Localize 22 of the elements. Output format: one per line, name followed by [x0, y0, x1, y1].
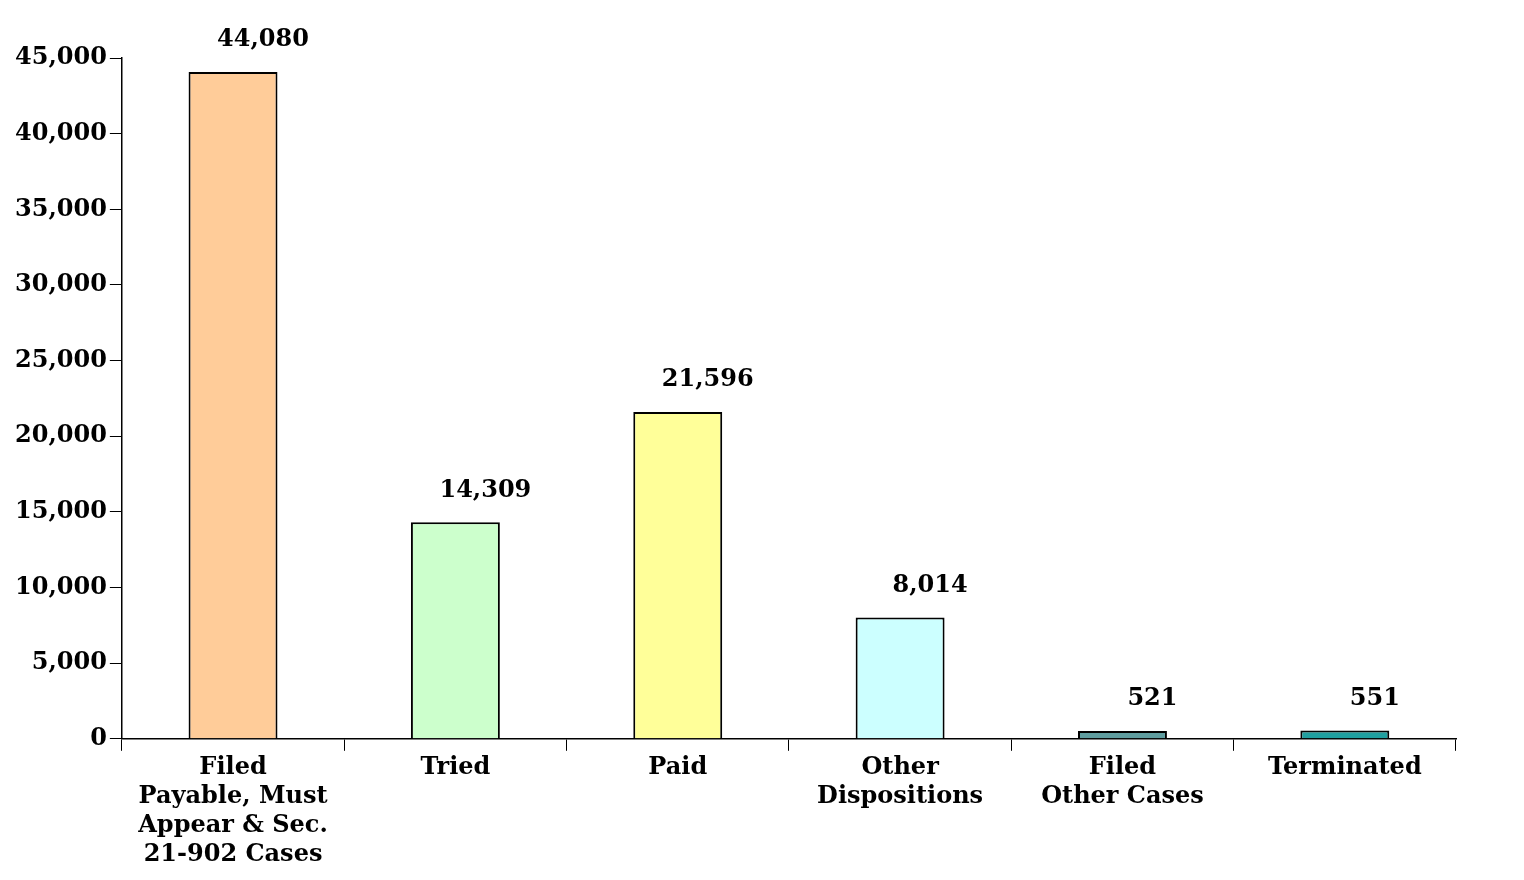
y-tick-label: 5,000: [31, 646, 107, 676]
x-tick-label: Terminated: [1267, 751, 1422, 781]
data-label: 21,596: [661, 363, 754, 393]
y-tick-label: 45,000: [14, 41, 107, 71]
x-tick-label: Paid: [648, 751, 708, 781]
y-tick-label: 20,000: [14, 419, 107, 449]
data-label: 14,309: [439, 473, 532, 503]
y-tick-label: 0: [90, 722, 107, 752]
data-label: 521: [1127, 682, 1178, 712]
x-tick-label: Other Dispositions: [817, 751, 984, 810]
x-tick-label: Filed Other Cases: [1041, 751, 1204, 810]
x-tick-label: Tried: [420, 751, 491, 781]
y-tick-label: 35,000: [14, 192, 107, 222]
y-tick-label: 40,000: [14, 116, 107, 146]
data-label: 8,014: [892, 568, 968, 598]
data-label: 551: [1349, 681, 1400, 711]
y-tick-label: 10,000: [14, 570, 107, 600]
y-tick-label: 30,000: [14, 268, 107, 298]
y-tick-label: 15,000: [14, 495, 107, 525]
x-tick-label: Filed Payable, Must Appear & Sec. 21-902 Cases: [137, 751, 328, 867]
y-tick-label: 25,000: [14, 343, 107, 373]
data-label: 44,080: [217, 23, 309, 53]
